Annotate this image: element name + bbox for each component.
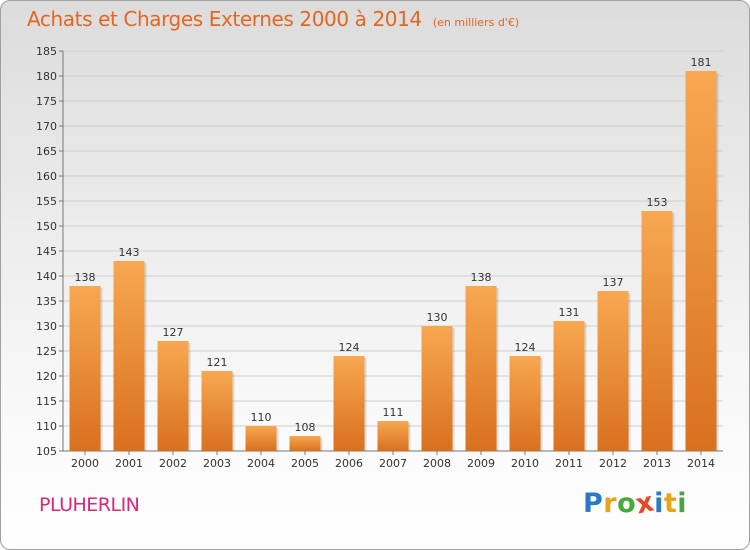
y-tick-label: 180 <box>36 70 57 83</box>
y-tick-label: 120 <box>36 370 57 383</box>
x-tick-label: 2009 <box>467 457 495 470</box>
data-label: 131 <box>559 306 580 319</box>
data-label: 111 <box>383 406 404 419</box>
chart-title: Achats et Charges Externes 2000 à 2014 <box>27 7 422 31</box>
x-tick-label: 2011 <box>555 457 583 470</box>
y-tick-label: 125 <box>36 345 57 358</box>
x-tick-label: 2004 <box>247 457 275 470</box>
logo-letter: i <box>654 488 664 519</box>
x-tick-label: 2000 <box>71 457 99 470</box>
bar <box>553 321 585 451</box>
y-tick-label: 130 <box>36 320 57 333</box>
x-tick-label: 2007 <box>379 457 407 470</box>
bar <box>333 356 365 451</box>
x-tick-label: 2008 <box>423 457 451 470</box>
y-tick-labels: 105 110 115 120 125 130 135 140 145 150 155 160 165 1… <box>36 45 57 458</box>
bar <box>113 261 145 451</box>
chart-subtitle: (en milliers d'€) <box>432 16 520 29</box>
logo-letter: i <box>677 488 688 519</box>
bar <box>421 326 453 451</box>
y-tick-label: 145 <box>36 245 57 258</box>
proxiti-logo: Proxiti <box>583 486 688 520</box>
y-tick-label: 110 <box>36 420 57 433</box>
y-tick-label: 140 <box>36 270 57 283</box>
data-label: 130 <box>427 311 448 324</box>
y-tick-label: 175 <box>36 95 57 108</box>
x-tick-label: 2014 <box>687 457 715 470</box>
bar <box>289 436 321 451</box>
bar <box>465 286 497 451</box>
x-tick-labels: 2000 2001 2002 2003 2004 2005 2006 2007 2008 2009… <box>71 457 715 470</box>
data-label: 124 <box>339 341 360 354</box>
data-label: 124 <box>515 341 536 354</box>
bar <box>377 421 409 451</box>
logo-letter: t <box>663 488 678 519</box>
data-label: 110 <box>251 411 272 424</box>
x-tick-label: 2006 <box>335 457 363 470</box>
x-tick-label: 2013 <box>643 457 671 470</box>
data-label: 143 <box>119 246 140 259</box>
bar <box>685 71 717 451</box>
x-tick-label: 2012 <box>599 457 627 470</box>
bar <box>201 371 233 451</box>
x-tick-label: 2010 <box>511 457 539 470</box>
y-tick-label: 150 <box>36 220 57 233</box>
bar <box>245 426 277 451</box>
y-tick-label: 115 <box>36 395 57 408</box>
data-labels: 138 143 127 121 110 108 124 111 130 138 124 131 137 1… <box>75 56 712 434</box>
data-label: 153 <box>647 196 668 209</box>
data-label: 121 <box>207 356 228 369</box>
data-label: 138 <box>75 271 96 284</box>
bar <box>509 356 541 451</box>
bars <box>69 71 719 451</box>
y-tick-label: 165 <box>36 145 57 158</box>
x-tick-label: 2002 <box>159 457 187 470</box>
y-tick-label: 160 <box>36 170 57 183</box>
title-row: Achats et Charges Externes 2000 à 2014 (… <box>27 7 519 31</box>
data-label: 181 <box>691 56 712 69</box>
y-tick-label: 185 <box>36 45 57 58</box>
data-label: 138 <box>471 271 492 284</box>
y-tick-label: 170 <box>36 120 57 133</box>
data-label: 137 <box>603 276 624 289</box>
data-label: 108 <box>295 421 316 434</box>
x-tick-label: 2003 <box>203 457 231 470</box>
x-tick-label: 2005 <box>291 457 319 470</box>
x-tick-label: 2001 <box>115 457 143 470</box>
y-tick-label: 135 <box>36 295 57 308</box>
data-label: 127 <box>163 326 184 339</box>
bar <box>641 211 673 451</box>
logo-letter: o <box>617 488 637 519</box>
bar <box>157 341 189 451</box>
y-tick-label: 105 <box>36 445 57 458</box>
logo-letter: P <box>583 488 604 519</box>
bar <box>69 286 101 451</box>
logo-letter: r <box>603 488 618 519</box>
y-tick-label: 155 <box>36 195 57 208</box>
bar <box>597 291 629 451</box>
commune-name: PLUHERLIN <box>39 494 140 516</box>
